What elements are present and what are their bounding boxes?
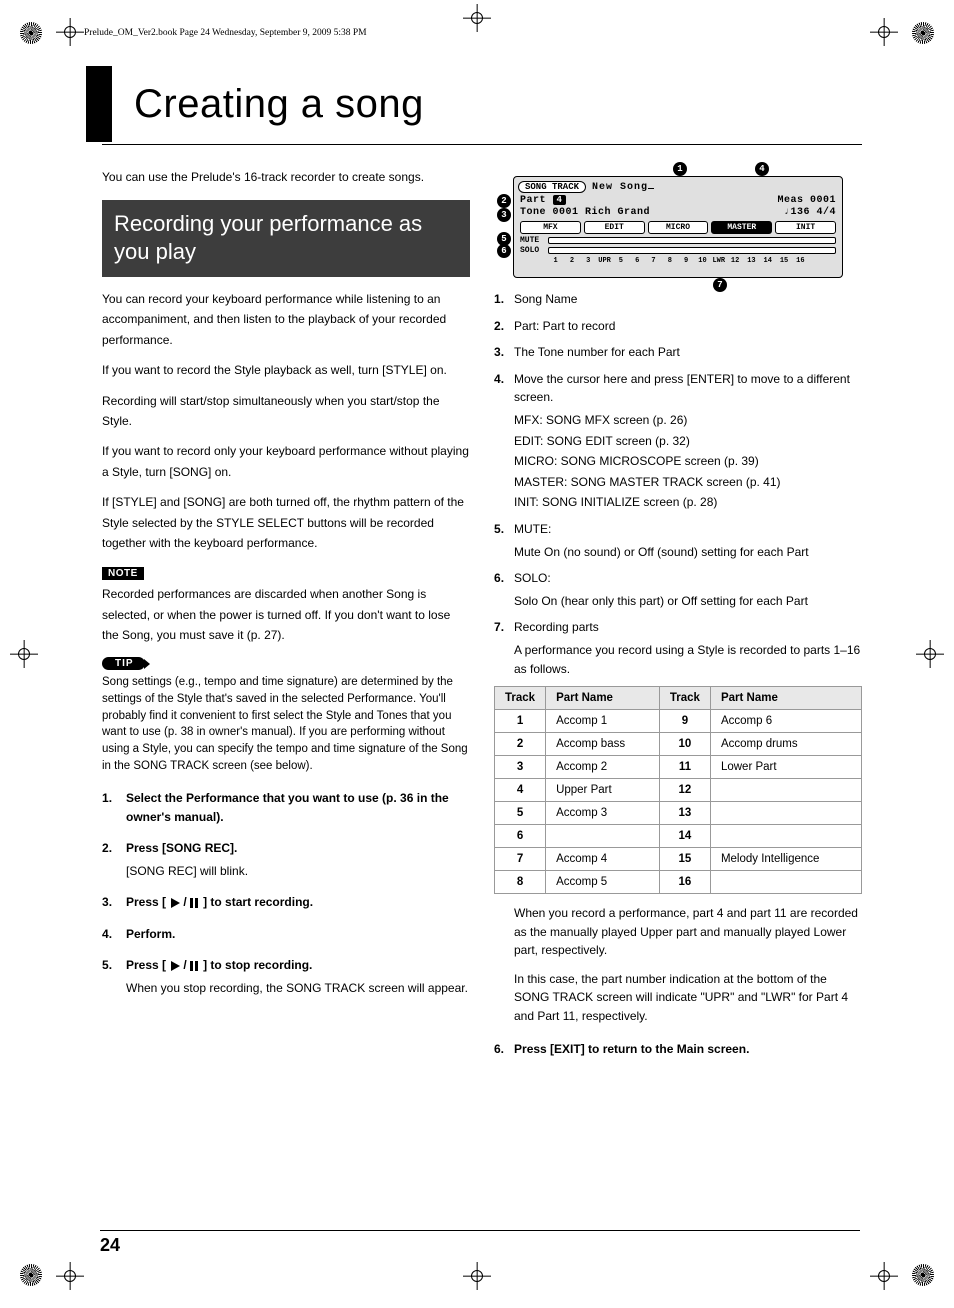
step-text: Press [SONG REC].	[126, 839, 470, 858]
play-pause-icon: /	[171, 893, 197, 912]
legend-text: MUTE:	[514, 522, 551, 536]
legend-item: Recording parts A performance you record…	[494, 618, 862, 678]
reg-rosette	[20, 1264, 42, 1286]
step-frag: Press [	[126, 958, 166, 972]
track-table: Track Part Name Track Part Name 1Accomp …	[494, 686, 862, 894]
note-text: Recorded performances are discarded when…	[102, 584, 470, 645]
legend-sub: MFX: SONG MFX screen (p. 26)	[514, 411, 862, 430]
page-number: 24	[100, 1230, 860, 1256]
legend-text: SOLO:	[514, 571, 551, 585]
after-table-p: When you record a performance, part 4 an…	[494, 904, 862, 960]
reg-crosshair	[463, 1262, 491, 1290]
body-p: Recording will start/stop simultaneously…	[102, 391, 470, 432]
body-p: You can record your keyboard performance…	[102, 289, 470, 350]
lcd-f1: MFX	[520, 221, 581, 234]
reg-crosshair	[870, 1262, 898, 1290]
th: Track	[659, 687, 710, 710]
lcd-f5: INIT	[775, 221, 836, 234]
legend-item: SOLO: Solo On (hear only this part) or O…	[494, 569, 862, 610]
step-subtext: [SONG REC] will blink.	[126, 862, 470, 881]
th: Part Name	[710, 687, 861, 710]
lcd-title: New Song	[592, 182, 648, 193]
lcd-solo: SOLO	[520, 246, 546, 255]
legend-sub: MASTER: SONG MASTER TRACK screen (p. 41)	[514, 473, 862, 492]
header-line: Prelude_OM_Ver2.book Page 24 Wednesday, …	[84, 28, 367, 38]
callout-2: 2	[497, 194, 511, 208]
lcd-f4: MASTER	[711, 221, 772, 234]
reg-crosshair	[10, 640, 38, 668]
lcd-tempo: ♩136 4/4	[784, 207, 836, 218]
legend-text: Move the cursor here and press [ENTER] t…	[514, 372, 850, 405]
step-text: Select the Performance that you want to …	[126, 789, 470, 827]
legend-sub: A performance you record using a Style i…	[514, 641, 862, 678]
step-subtext: When you stop recording, the SONG TRACK …	[126, 979, 470, 998]
after-table-p: In this case, the part number indication…	[494, 970, 862, 1026]
reg-crosshair	[870, 18, 898, 46]
body-p: If you want to record only your keyboard…	[102, 441, 470, 482]
legend-sub: EDIT: SONG EDIT screen (p. 32)	[514, 432, 862, 451]
th: Track	[495, 687, 546, 710]
step-text: Press [ / ] to stop recording.	[126, 956, 470, 975]
tip-text: Song settings (e.g., tempo and time sign…	[102, 674, 470, 774]
section-heading: Recording your performance as you play	[102, 200, 470, 277]
legend-text: Recording parts	[514, 620, 599, 634]
lcd-part-val: 4	[553, 195, 567, 205]
legend-sub: MICRO: SONG MICROSCOPE screen (p. 39)	[514, 452, 862, 471]
legend-sub: Solo On (hear only this part) or Off set…	[514, 592, 862, 611]
legend-sub: INIT: SONG INITIALIZE screen (p. 28)	[514, 493, 862, 512]
reg-rosette	[912, 22, 934, 44]
callout-6: 6	[497, 244, 511, 258]
lcd-tab: SONG TRACK	[518, 181, 586, 193]
intro: You can use the Prelude's 16-track recor…	[102, 168, 470, 186]
legend-item: Move the cursor here and press [ENTER] t…	[494, 370, 862, 512]
lcd-nums: 123UPR5678910LWR1213141516	[518, 257, 838, 265]
note-label: NOTE	[102, 567, 144, 580]
left-column: You can use the Prelude's 16-track recor…	[102, 168, 470, 1056]
lcd-mute: MUTE	[520, 236, 546, 245]
callout-1: 1	[673, 162, 687, 176]
lcd-f2: EDIT	[584, 221, 645, 234]
play-pause-icon: /	[171, 956, 197, 975]
lcd-screenshot: 1 4 2 3 5 6 7 SONG TRACK New Song Part 4…	[513, 176, 843, 278]
reg-crosshair	[56, 1262, 84, 1290]
callout-3: 3	[497, 208, 511, 222]
legend-item: Part: Part to record	[494, 317, 862, 336]
lcd-part-label: Part	[520, 195, 546, 206]
legend-sub: Mute On (no sound) or Off (sound) settin…	[514, 543, 862, 562]
step-text: Perform.	[126, 925, 470, 944]
lcd-f3: MICRO	[648, 221, 709, 234]
chapter-title: Creating a song	[134, 82, 424, 127]
reg-rosette	[912, 1264, 934, 1286]
tip-label: TIP	[102, 657, 145, 670]
body-p: If you want to record the Style playback…	[102, 360, 470, 380]
chapter-tab	[86, 66, 112, 142]
rule	[102, 144, 862, 145]
legend-list: Song Name Part: Part to record The Tone …	[494, 290, 862, 678]
legend-item: The Tone number for each Part	[494, 343, 862, 362]
callout-4: 4	[755, 162, 769, 176]
right-column: 1 4 2 3 5 6 7 SONG TRACK New Song Part 4…	[494, 168, 862, 1056]
reg-crosshair	[916, 640, 944, 668]
step-frag: Press [	[126, 895, 166, 909]
lcd-tone: Tone 0001 Rich Grand	[520, 207, 650, 218]
steps-list: Select the Performance that you want to …	[102, 789, 470, 999]
step6: Press [EXIT] to return to the Main scree…	[494, 1042, 862, 1056]
step-frag: ] to start recording.	[203, 895, 313, 909]
content: You can use the Prelude's 16-track recor…	[102, 168, 862, 1056]
step-frag: ] to stop recording.	[203, 958, 312, 972]
reg-crosshair	[463, 4, 491, 32]
legend-item: Song Name	[494, 290, 862, 309]
reg-crosshair	[56, 18, 84, 46]
tip-label-text: TIP	[105, 658, 142, 669]
legend-item: MUTE: Mute On (no sound) or Off (sound) …	[494, 520, 862, 561]
body-p: If [STYLE] and [SONG] are both turned of…	[102, 492, 470, 553]
reg-rosette	[20, 22, 42, 44]
th: Part Name	[546, 687, 660, 710]
lcd-meas: Meas 0001	[777, 195, 836, 206]
step-text: Press [ / ] to start recording.	[126, 893, 470, 912]
